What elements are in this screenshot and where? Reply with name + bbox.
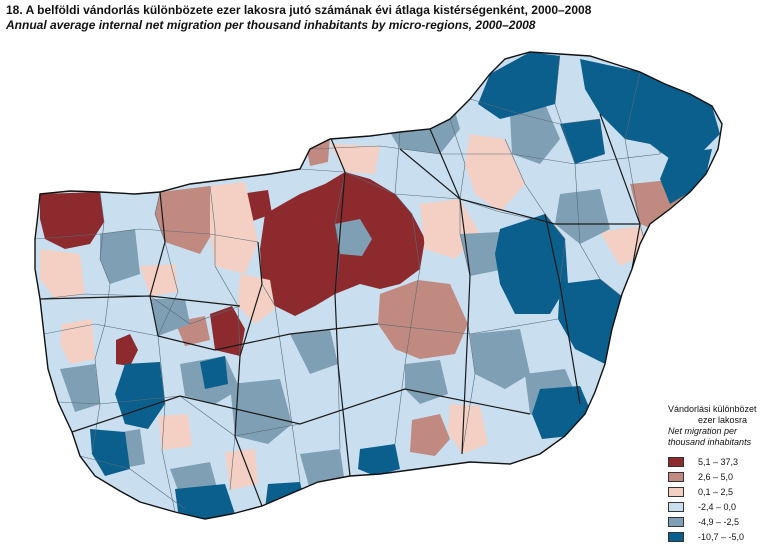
legend-swatch (668, 486, 684, 497)
legend-swatch (668, 516, 684, 527)
region-darkblue-south-2 (265, 482, 305, 514)
legend-label: 0,1 – 2,5 (698, 486, 734, 497)
legend-item: -10,7 – -5,0 (668, 529, 778, 544)
legend-label: -10,7 – -5,0 (698, 531, 745, 542)
map-legend: Vándorlási különbözet ezer lakosra Net m… (668, 404, 778, 544)
region-darkblue-west-1 (115, 362, 165, 429)
region-darkblue-south-3 (358, 444, 400, 476)
legend-item: 0,1 – 2,5 (668, 484, 778, 499)
region-darkblue-north-1 (478, 52, 560, 119)
region-lightpink-3 (238, 274, 275, 324)
region-lightpink-2 (210, 182, 258, 274)
legend-label: -4,9 – -2,5 (698, 516, 740, 527)
region-greyblue-3 (555, 189, 610, 244)
legend-heading-en-2: thousand inhabitants (668, 437, 752, 447)
region-pink-south-budapest (378, 280, 468, 359)
region-lightpink-11 (225, 449, 258, 490)
legend-swatch (668, 531, 684, 542)
legend-item: 2,6 – 5,0 (668, 469, 778, 484)
region-lightpink-5 (465, 134, 525, 212)
region-greyblue-15 (460, 232, 505, 276)
legend-heading-hu-1: Vándorlási különbözet (668, 404, 757, 414)
region-greyblue-12 (405, 360, 448, 404)
map-subtitle: Annual average internal net migration pe… (6, 18, 536, 32)
region-greyblue-4 (100, 229, 140, 284)
county-borders (39, 113, 641, 507)
region-dark-red-west (210, 306, 245, 356)
region-greyblue-5 (150, 299, 190, 336)
region-greyblue-9 (290, 329, 338, 374)
region-pink-northwest (155, 186, 215, 254)
map-area (0, 44, 780, 532)
region-lightpink-9 (140, 264, 178, 296)
region-darkblue-south-1 (175, 484, 235, 519)
region-lightpink-1 (120, 136, 175, 194)
legend-item: -2,4 – 0,0 (668, 499, 778, 514)
region-lightpink-12 (158, 414, 192, 450)
legend-heading-hu-2: ezer lakosra (698, 415, 748, 425)
region-darkblue-southwest-1 (90, 429, 130, 476)
legend-label: -2,4 – 0,0 (698, 501, 737, 512)
region-greyblue-6 (60, 364, 100, 412)
region-darkblue-west-2 (200, 356, 228, 389)
legend-swatch (668, 456, 684, 467)
region-darkblue-east-2 (558, 279, 625, 364)
map-title-block: 18. A belföldi vándorlás különbözete eze… (6, 3, 776, 33)
region-greyblue-8 (230, 379, 292, 444)
region-greyblue-10 (470, 329, 530, 389)
legend-heading-en-1: Net migration per (668, 426, 738, 436)
hungary-map (34, 51, 723, 520)
legend-swatch (668, 471, 684, 482)
legend-label: 5,1 – 37,3 (698, 456, 739, 467)
region-darkblue-northeast (580, 59, 720, 159)
region-greyblue-2 (510, 104, 560, 164)
region-lightpink-8 (60, 319, 95, 364)
legend-list: 5,1 – 37,3 2,6 – 5,0 0,1 – 2,5 -2,4 – 0,… (668, 454, 778, 544)
legend-item: 5,1 – 37,3 (668, 454, 778, 469)
region-dark-red-szombathely (116, 334, 138, 366)
region-lightpink-10 (448, 404, 488, 454)
legend-swatch (668, 501, 684, 512)
map-title: 18. A belföldi vándorlás különbözete eze… (6, 3, 592, 17)
region-darkblue-east-border (660, 149, 712, 204)
region-lightpink-7 (40, 249, 85, 299)
legend-item: -4,9 – -2,5 (668, 514, 778, 529)
region-darkblue-southeast (532, 386, 592, 439)
region-pink-south (410, 414, 450, 456)
region-budapest (335, 219, 372, 256)
legend-label: 2,6 – 5,0 (698, 471, 734, 482)
region-fill-group (35, 52, 722, 519)
